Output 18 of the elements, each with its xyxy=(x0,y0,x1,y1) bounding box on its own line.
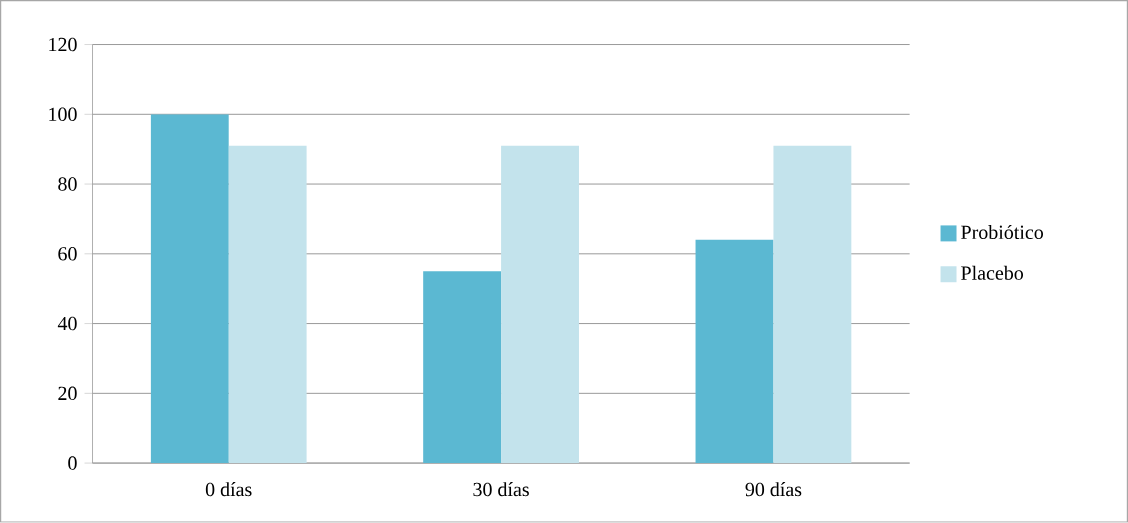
y-tick-label: 40 xyxy=(57,317,77,331)
bar xyxy=(228,145,307,464)
y-tick-label: 120 xyxy=(49,37,77,52)
y-tick-label: 80 xyxy=(58,177,77,191)
bar xyxy=(501,145,579,464)
bar xyxy=(773,145,852,464)
y-tick-label: 20 xyxy=(58,386,77,401)
bar xyxy=(423,271,502,464)
x-tick-label: 90 días xyxy=(745,482,802,497)
y-tick-label: 60 xyxy=(58,247,77,261)
legend-label: Placebo xyxy=(961,265,1024,281)
y-tick-label: 100 xyxy=(49,107,77,122)
y-tick-label: 0 xyxy=(68,456,77,471)
bar xyxy=(150,114,229,464)
bar xyxy=(695,240,774,464)
legend-label: Probiótico xyxy=(961,225,1044,240)
x-tick-label: 30 días xyxy=(473,482,529,497)
x-tick-label: 0 días xyxy=(205,482,252,497)
